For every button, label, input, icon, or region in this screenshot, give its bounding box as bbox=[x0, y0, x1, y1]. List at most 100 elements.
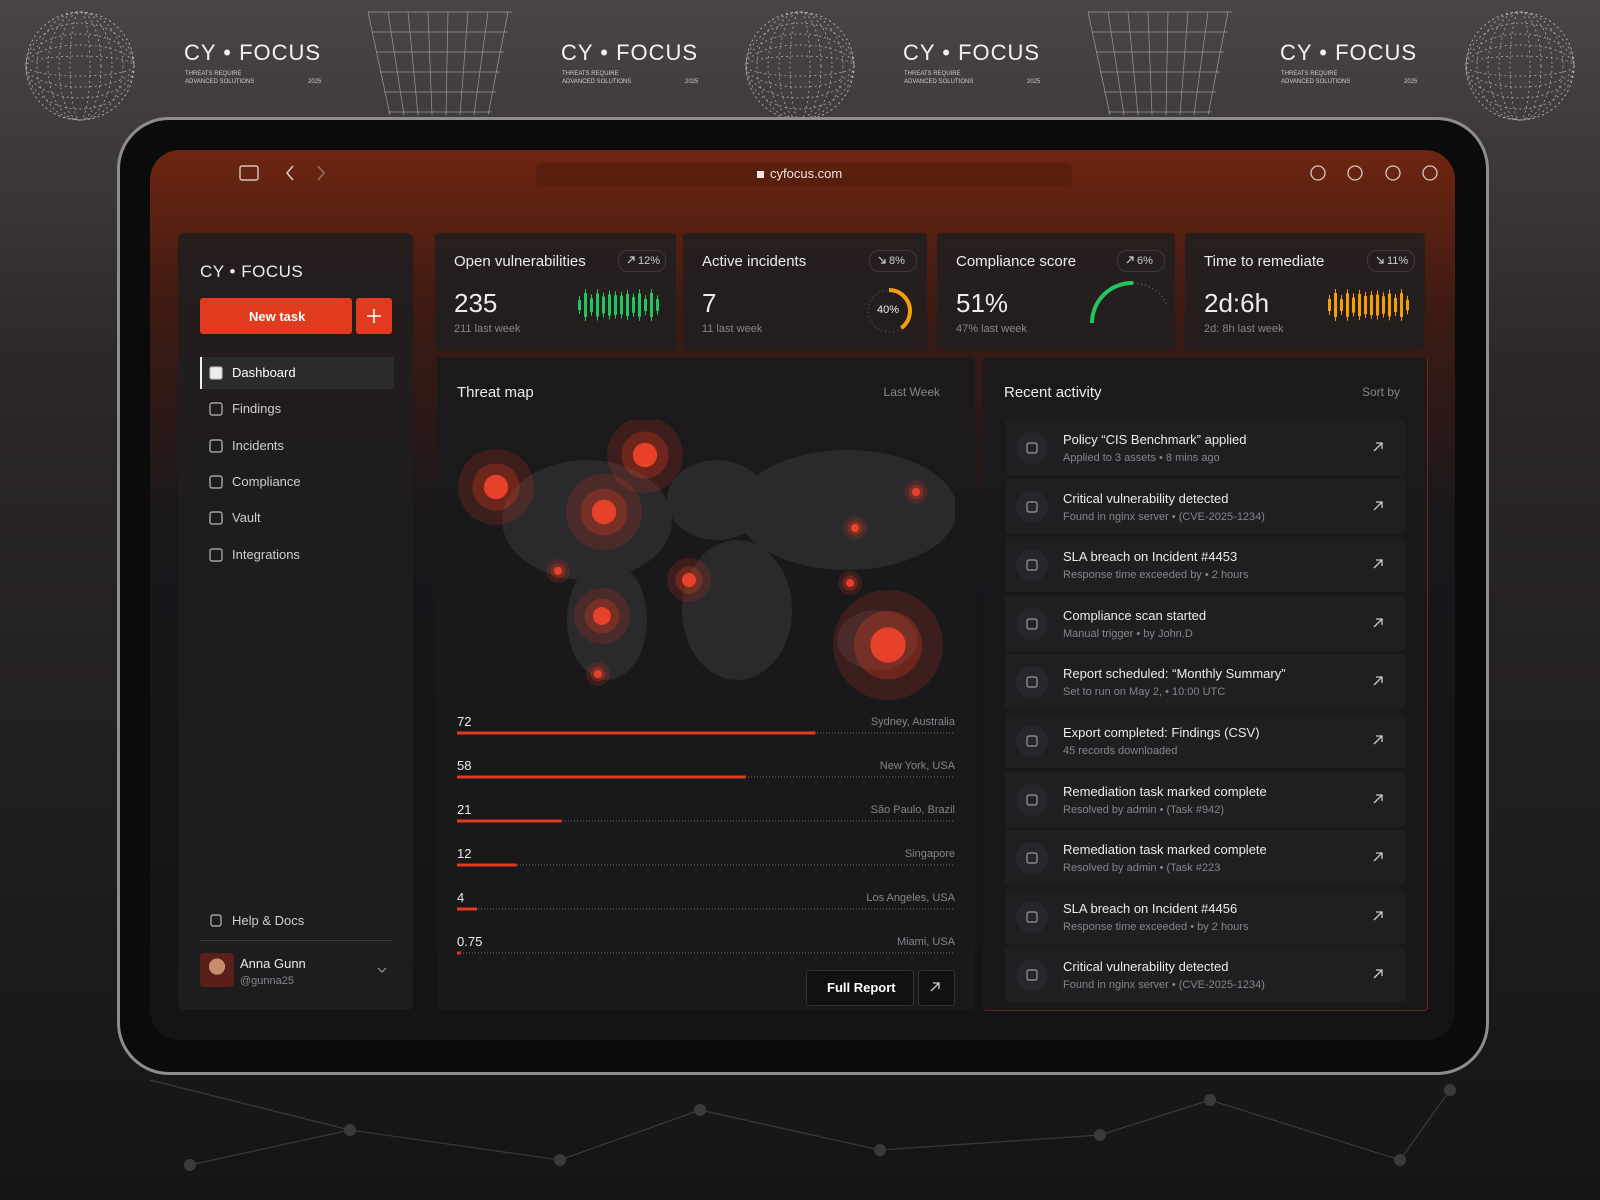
sparkline-bar bbox=[656, 299, 659, 311]
network-line bbox=[349, 1129, 561, 1161]
banner-year: 2025 bbox=[308, 79, 322, 85]
sparkline-bar bbox=[638, 293, 641, 317]
globe-line bbox=[1465, 11, 1575, 121]
arrow bbox=[1373, 793, 1383, 804]
icon-glyph bbox=[1026, 911, 1038, 923]
sparkline-bar bbox=[1328, 299, 1331, 311]
activity-title: Policy “CIS Benchmark” applied bbox=[1063, 432, 1247, 447]
icon-glyph bbox=[1026, 442, 1038, 454]
activity-icon bbox=[1016, 607, 1048, 640]
icon-bg bbox=[1016, 959, 1048, 992]
activity-item[interactable] bbox=[1005, 420, 1405, 475]
activity-item[interactable] bbox=[1005, 654, 1405, 710]
new-task-label: New task bbox=[249, 309, 306, 324]
globe-line bbox=[25, 44, 135, 88]
banner-tagline: ADVANCED SOLUTIONS bbox=[1281, 79, 1351, 85]
activity-open-icon bbox=[1373, 911, 1383, 921]
arrow bbox=[1373, 559, 1383, 569]
activity-detail: Resolved by admin • (Task #223 bbox=[1063, 862, 1221, 875]
activity-item[interactable] bbox=[1005, 478, 1405, 534]
activity-item[interactable] bbox=[1005, 537, 1405, 593]
open-icon bbox=[930, 982, 940, 992]
kpi-sub: 47% last week bbox=[956, 323, 1027, 335]
sort-dropdown[interactable]: Sort by bbox=[1361, 385, 1400, 399]
activity-item[interactable] bbox=[1005, 595, 1405, 651]
funnel-line bbox=[1179, 11, 1189, 116]
kpi-chart bbox=[1328, 289, 1409, 321]
full-report-button[interactable] bbox=[806, 970, 914, 1006]
sparkline-bar bbox=[1400, 293, 1403, 317]
activity-detail: Found in nginx server • (CVE-2025-1234) bbox=[1063, 979, 1265, 992]
activity-item[interactable] bbox=[1005, 888, 1405, 944]
sparkline-bar bbox=[614, 295, 617, 315]
trend-icon bbox=[878, 256, 886, 264]
activity-icon bbox=[1016, 549, 1048, 582]
arrow bbox=[1373, 500, 1383, 511]
globe-line bbox=[745, 33, 855, 99]
panel-title: Threat map bbox=[457, 384, 534, 401]
kpi-value: 235 bbox=[454, 288, 498, 318]
nav-item[interactable]: Incidents bbox=[232, 437, 285, 453]
funnel-line bbox=[407, 11, 419, 116]
globe-line bbox=[789, 11, 811, 121]
arrow bbox=[1373, 442, 1383, 452]
activity-icon bbox=[1016, 900, 1048, 933]
gauge-label: 40% bbox=[877, 304, 900, 316]
kpi-title: Time to remediate bbox=[1204, 253, 1325, 270]
trend-icon bbox=[1126, 256, 1134, 264]
divider bbox=[200, 940, 392, 941]
bar-location: Los Angeles, USA bbox=[866, 892, 955, 904]
bar-location: Sydney, Australia bbox=[870, 716, 955, 728]
activity-detail: Manual trigger • by John.D bbox=[1063, 627, 1193, 640]
globe-line bbox=[1465, 22, 1575, 110]
network-line bbox=[1099, 1099, 1211, 1136]
activity-title: SLA breach on Incident #4456 bbox=[1063, 900, 1238, 916]
activity-title: Remediation task marked complete bbox=[1063, 783, 1267, 799]
bar bbox=[457, 907, 477, 911]
icon-bg bbox=[1016, 725, 1048, 757]
activity-icon bbox=[1016, 666, 1048, 699]
nav-item[interactable]: Integrations bbox=[232, 546, 300, 562]
filter-dropdown[interactable]: Last Week bbox=[883, 385, 940, 399]
funnel-line bbox=[367, 11, 391, 116]
sparkline-bar bbox=[1334, 293, 1337, 317]
activity-icon bbox=[1016, 490, 1048, 523]
kpi-card bbox=[683, 233, 927, 350]
kpi-title: Open vulnerabilities bbox=[454, 253, 586, 270]
chevron bbox=[377, 967, 387, 973]
activity-item[interactable] bbox=[1005, 771, 1405, 827]
activity-detail: Found in nginx server • (CVE-2025-1234) bbox=[1063, 510, 1265, 523]
globe-line bbox=[1465, 44, 1575, 88]
continent bbox=[682, 540, 792, 680]
banner-tagline: THREATS REQUIRE bbox=[1281, 71, 1338, 77]
nav-icon-shape bbox=[209, 475, 223, 489]
icon-bg bbox=[1016, 900, 1048, 933]
sparkline-bar bbox=[590, 298, 593, 312]
nav-item[interactable]: Dashboard bbox=[232, 365, 296, 380]
activity-item[interactable] bbox=[1005, 713, 1405, 768]
activity-open-icon bbox=[1373, 442, 1383, 452]
help-link[interactable]: Help & Docs bbox=[232, 913, 305, 928]
banner-brand: CY • FOCUS bbox=[184, 40, 322, 65]
banner-year: 2025 bbox=[1027, 79, 1041, 85]
trend-arrow bbox=[627, 256, 635, 264]
sparkline-bar bbox=[632, 297, 635, 313]
gauge-track bbox=[1091, 282, 1167, 324]
globe-line bbox=[745, 11, 855, 121]
sparkline-bar bbox=[1388, 293, 1391, 317]
funnel-line bbox=[1147, 11, 1153, 116]
open-report-button[interactable] bbox=[918, 970, 955, 1006]
nav-item[interactable]: Findings bbox=[232, 401, 282, 417]
funnel-line bbox=[1165, 11, 1169, 116]
nav-item[interactable]: Compliance bbox=[232, 473, 301, 489]
url-bar[interactable] bbox=[536, 162, 1072, 186]
activity-item[interactable] bbox=[1005, 830, 1405, 886]
sparkline-bar bbox=[1376, 294, 1379, 316]
activity-item[interactable] bbox=[1005, 947, 1405, 1003]
arrow bbox=[1373, 676, 1383, 686]
network-line bbox=[1399, 1089, 1451, 1161]
bar-location: Singapore bbox=[904, 848, 955, 860]
threat-bars bbox=[457, 731, 955, 955]
new-task-button[interactable] bbox=[200, 298, 352, 334]
nav-item[interactable]: Vault bbox=[232, 510, 261, 526]
